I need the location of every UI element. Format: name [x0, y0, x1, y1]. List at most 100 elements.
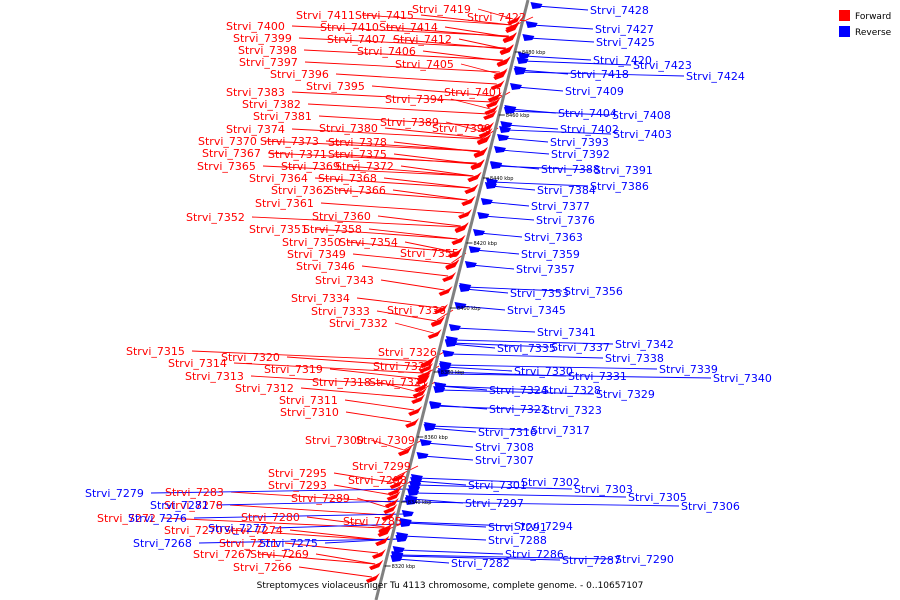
leader-line — [470, 264, 515, 270]
leader-line — [229, 529, 382, 541]
gene-label: Strvi_7307 — [475, 454, 534, 467]
leader-line — [405, 521, 513, 527]
leader-line — [307, 103, 490, 115]
leader-line — [464, 288, 509, 294]
gene-arrow — [390, 555, 403, 562]
leader-line — [430, 425, 530, 431]
leader-line — [150, 488, 412, 494]
gene-label: Strvi_7335 — [497, 342, 556, 355]
leader-line — [291, 128, 483, 140]
gene-label: Strvi_7366 — [327, 184, 386, 197]
leader-line — [333, 472, 396, 484]
gene-arrow — [433, 386, 446, 393]
gene-label: Strvi_7358 — [303, 223, 362, 236]
gene-label: Strvi_7297 — [465, 497, 524, 510]
gene-arrow — [401, 510, 414, 517]
leader-line — [376, 310, 437, 322]
map-caption: Streptomyces violaceusniger Tu 4113 chro… — [257, 581, 644, 591]
leader-line — [314, 228, 458, 240]
gene-label: Strvi_7397 — [239, 56, 298, 69]
leader-line — [298, 37, 506, 49]
leader-line — [435, 405, 542, 411]
gene-label: Strvi_7331 — [568, 370, 627, 383]
gene-label: Strvi_7316 — [478, 426, 537, 439]
leader-line — [347, 241, 455, 253]
gene-label: Strvi_7408 — [612, 109, 671, 122]
gene-label: Strvi_7302 — [521, 476, 580, 489]
gene-label: Strvi_7336 — [387, 304, 446, 317]
gene-arrow — [451, 235, 466, 245]
gene-arrow — [416, 372, 431, 382]
gene-label: Strvi_7352 — [186, 211, 245, 224]
axis-tick-label: 8440 kbp — [490, 176, 514, 182]
gene-labels: Strvi_7419 Strvi_7411 Strvi_7415 Strvi_7422… — [85, 3, 772, 574]
leader-line — [404, 241, 455, 253]
gene-arrow — [420, 357, 435, 367]
gene-label: Strvi_7367 — [202, 147, 261, 160]
gene-arrow — [473, 148, 488, 158]
gene-arrow — [503, 107, 516, 114]
leader-line — [523, 55, 592, 61]
gene-arrow — [472, 229, 485, 236]
leader-line — [522, 60, 632, 66]
gene-arrow — [513, 68, 526, 75]
gene-label: Strvi_7286 — [505, 548, 564, 561]
gene-arrow — [442, 350, 455, 357]
gene-arrow — [417, 369, 432, 379]
leader-line — [465, 286, 563, 292]
gene-arrow — [383, 504, 398, 514]
gene-arrow — [487, 92, 502, 102]
gene-arrow — [399, 520, 412, 527]
gene-label: Strvi_7272 — [97, 512, 156, 525]
gene-label: Strvi_7299 — [352, 460, 411, 473]
gene-label: Strvi_7298 — [348, 474, 407, 487]
leader-line — [491, 91, 511, 103]
gene-arrow — [375, 536, 390, 546]
gene-arrow — [369, 560, 384, 570]
leader-line — [284, 542, 378, 554]
gene-arrow — [464, 184, 479, 194]
gene-label: Strvi_7396 — [270, 68, 329, 81]
leader-line — [329, 368, 423, 380]
leader-line — [405, 522, 487, 528]
leader-line — [429, 427, 477, 433]
gene-label: Strvi_7357 — [516, 263, 575, 276]
gene-label: Strvi_7395 — [306, 80, 365, 93]
gene-label: Strvi_7393 — [550, 136, 609, 149]
gene-arrow — [516, 57, 529, 64]
gene-arrow — [486, 98, 501, 108]
gene-label: Strvi_7314 — [168, 357, 227, 370]
gene-arrow — [517, 52, 530, 59]
leader-line — [416, 480, 467, 486]
leader-line — [506, 124, 559, 130]
gene-arrow — [499, 44, 514, 54]
leader-line — [450, 343, 496, 349]
gene-label: Strvi_7405 — [395, 58, 454, 71]
gene-label: Strvi_7371 — [268, 148, 327, 161]
gene-label: Strvi_7294 — [514, 520, 573, 533]
gene-arrow — [507, 15, 522, 25]
legend: Forward Reverse — [839, 10, 892, 38]
gene-arrow — [470, 160, 485, 170]
gene-label: Strvi_7329 — [596, 388, 655, 401]
leader-line — [445, 366, 513, 372]
gene-label: Strvi_7323 — [543, 404, 602, 417]
gene-arrow — [391, 472, 406, 482]
gene-label: Strvi_7428 — [590, 4, 649, 17]
gene-label: Strvi_7322 — [489, 403, 548, 416]
gene-arrow — [500, 121, 513, 128]
gene-label: Strvi_7391 — [594, 164, 653, 177]
gene-arrow — [468, 246, 481, 253]
gene-label: Strvi_7374 — [226, 123, 285, 136]
gene-label: Strvi_7415 — [355, 9, 414, 22]
gene-label: Strvi_7402 — [560, 123, 619, 136]
leader-line — [536, 5, 589, 11]
leader-line — [198, 538, 399, 544]
leader-line — [400, 165, 474, 177]
leader-line — [422, 455, 474, 461]
gene-arrow — [429, 402, 442, 409]
gene-label: Strvi_7279 — [85, 487, 144, 500]
gene-label: Strvi_7406 — [357, 45, 416, 58]
gene-label: Strvi_7319 — [264, 363, 323, 376]
